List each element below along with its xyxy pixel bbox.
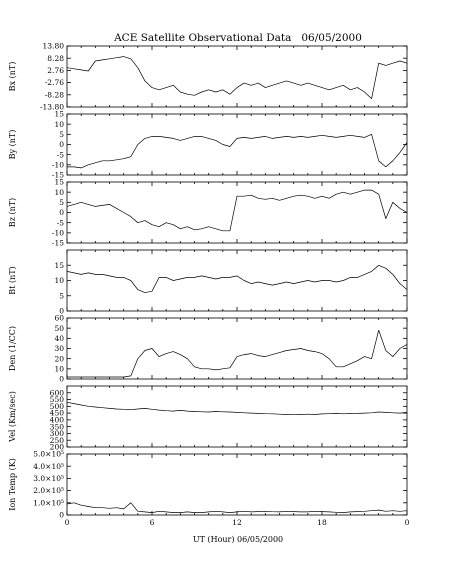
y-axis-label: Bt (nT) [8, 266, 17, 294]
y-tick-label: 500 [50, 402, 65, 411]
x-tick-label: 0 [405, 518, 410, 527]
series-line [66, 264, 408, 294]
panel-7: 0 1.0×10⁵ 2.0×10⁵ 3.0×10⁵ 4.0×10⁵ 5.0×10⁵ Ion … [8, 450, 408, 520]
y-tick-label: 3.0×10⁵ [33, 474, 64, 483]
series-line [66, 401, 408, 416]
y-tick-label: 4.0×10⁵ [33, 462, 64, 471]
y-tick-label: -2.76 [45, 78, 64, 87]
series-line [66, 189, 408, 232]
y-axis-label: By (nT) [8, 130, 17, 160]
y-tick-label: 8.28 [47, 54, 64, 63]
y-tick-label: -5 [57, 218, 65, 227]
series-line [66, 502, 408, 513]
panel-frame [66, 181, 408, 244]
y-tick-label: 250 [50, 436, 65, 445]
panel-frame [66, 317, 408, 380]
panel-1: -13.80 -8.28 -2.76 2.76 8.28 13.80 Bx (nT) [8, 42, 408, 112]
y-axis-label: Ion Temp (K) [8, 458, 17, 511]
series-line [66, 56, 408, 99]
y-tick-label: 10 [54, 276, 64, 285]
panel-4: 0 5 10 15 Bt (nT) [8, 249, 408, 316]
y-tick-label: 5 [59, 198, 64, 207]
y-tick-label: 15 [54, 110, 64, 119]
y-tick-label: 5.0×10⁵ [33, 450, 64, 459]
panel-frame [66, 45, 408, 108]
y-tick-label: 0 [59, 511, 64, 520]
y-tick-label: 0 [59, 375, 64, 384]
y-tick-label: 200 [50, 443, 65, 452]
series-line [67, 133, 408, 169]
chart-title: ACE Satellite Observational Data 06/05/2… [113, 32, 362, 44]
y-tick-label: 5 [59, 130, 64, 139]
y-tick-label: 0 [59, 307, 64, 316]
y-tick-label: 1.0×10⁵ [33, 498, 64, 507]
x-tick-label: 0 [65, 518, 70, 527]
y-tick-label: 50 [54, 324, 64, 333]
y-tick-label: -8.28 [45, 90, 64, 99]
panel-frame [66, 113, 408, 176]
y-tick-label: 60 [54, 314, 64, 323]
y-tick-label: -13.80 [40, 103, 64, 112]
y-tick-label: 2.76 [47, 66, 64, 75]
y-tick-label: 550 [50, 395, 65, 404]
y-tick-label: 450 [50, 409, 65, 418]
y-axis-label: Bz (nT) [8, 198, 17, 227]
y-tick-label: 30 [54, 344, 64, 353]
y-tick-label: 15 [54, 261, 64, 270]
x-tick-label: 12 [232, 518, 242, 527]
series-line [67, 329, 408, 378]
y-tick-label: 2.0×10⁵ [33, 486, 64, 495]
y-tick-label: 15 [54, 178, 64, 187]
y-tick-label: -10 [52, 228, 64, 237]
y-tick-label: 10 [54, 120, 64, 129]
y-axis-label: Vel (Km/sec) [8, 391, 17, 443]
x-axis-label: UT (Hour) 06/05/2000 [193, 535, 283, 544]
y-tick-label: 40 [54, 334, 64, 343]
y-tick-label: 0 [59, 140, 64, 149]
panel-frame [66, 453, 408, 516]
panel-frame [66, 385, 408, 448]
y-tick-label: 20 [54, 354, 64, 363]
y-tick-label: -5 [57, 150, 65, 159]
y-tick-label: 400 [50, 415, 65, 424]
x-tick-label: 18 [317, 518, 327, 527]
y-axis-label: Bx (nT) [8, 62, 17, 92]
y-tick-label: -15 [52, 239, 64, 248]
x-tick-label: 6 [150, 518, 155, 527]
y-tick-label: 10 [54, 188, 64, 197]
y-tick-label: 300 [50, 429, 65, 438]
y-tick-label: -10 [52, 160, 64, 169]
panel-frame [66, 249, 408, 312]
y-tick-label: 13.80 [43, 42, 65, 51]
y-tick-label: 600 [50, 388, 65, 397]
y-tick-label: 350 [50, 422, 65, 431]
y-tick-label: 10 [54, 364, 64, 373]
y-axis-label: Den (1/CC) [8, 326, 17, 371]
y-tick-label: 0 [59, 208, 64, 217]
y-tick-label: -15 [52, 171, 64, 180]
y-tick-label: 5 [59, 291, 64, 300]
